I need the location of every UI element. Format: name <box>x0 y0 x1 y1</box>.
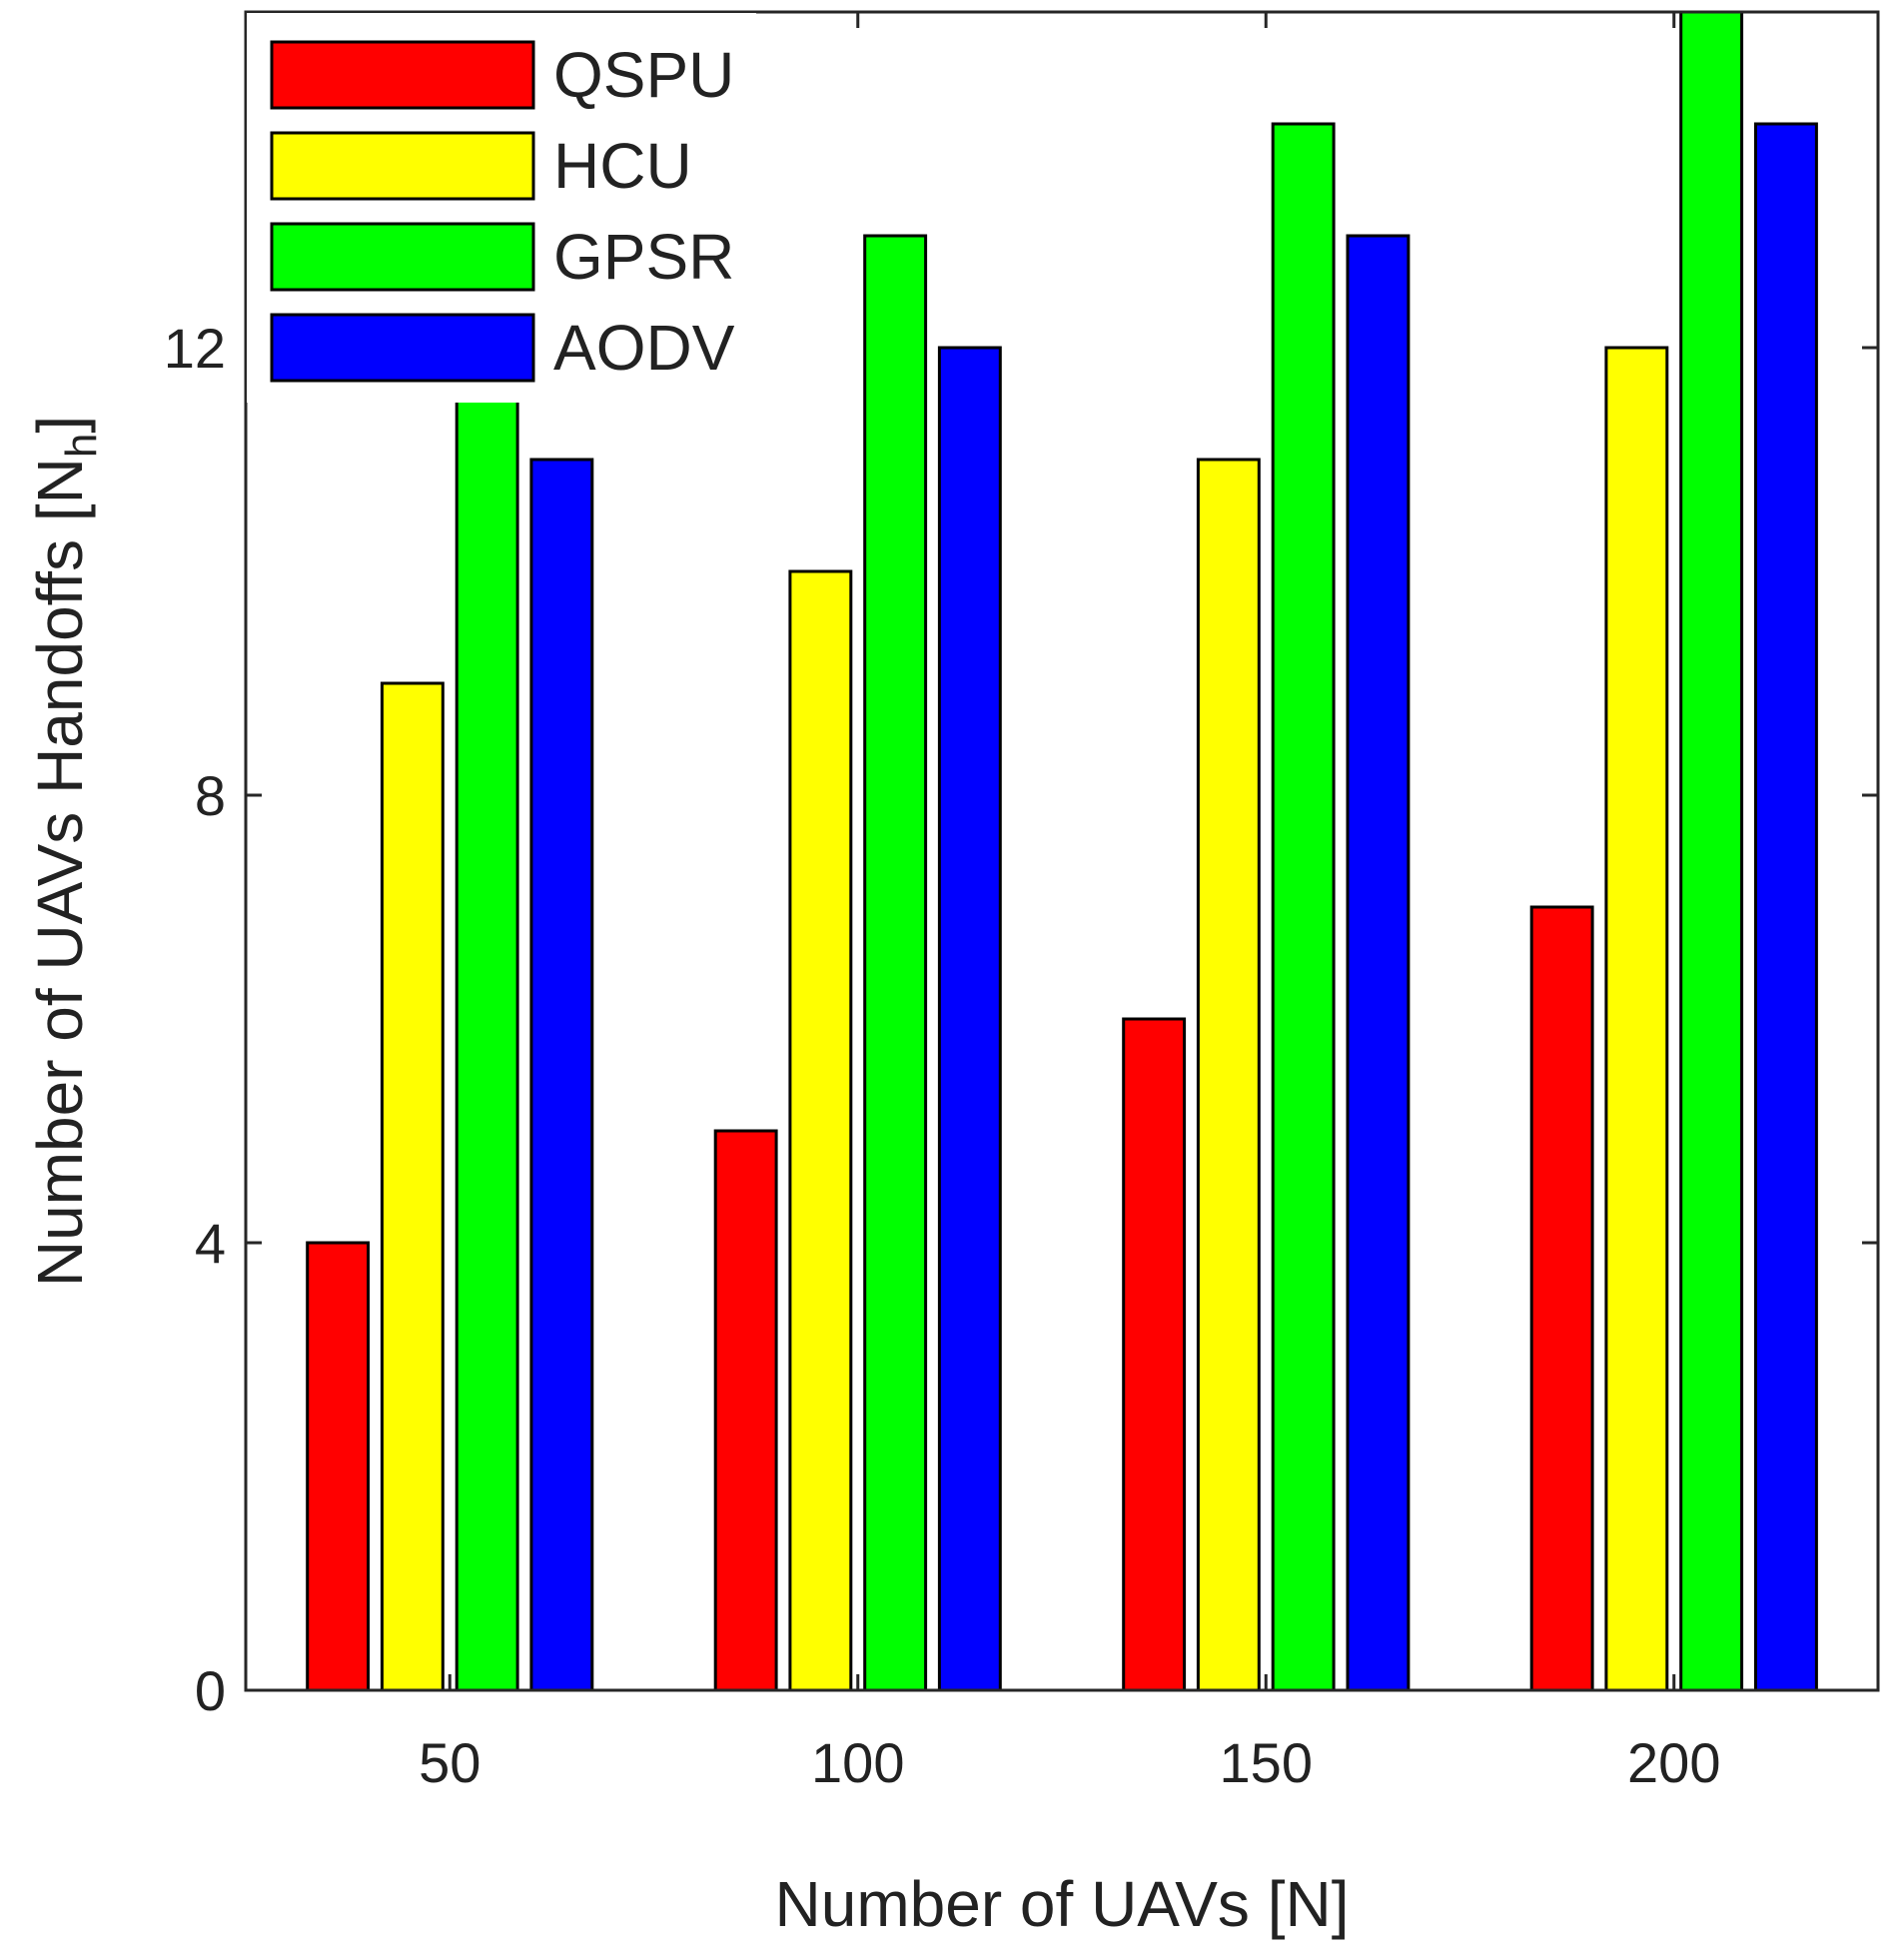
legend-label-gpsr: GPSR <box>553 221 734 293</box>
bar-qspu-200 <box>1529 905 1594 1692</box>
bar-gpsr-200 <box>1679 10 1744 1692</box>
bar-gpsr-100 <box>863 234 928 1692</box>
x-tick-label-150: 150 <box>1220 1731 1313 1794</box>
bar-hcu-200 <box>1604 346 1669 1692</box>
x-axis-title: Number of UAVs [N] <box>775 1868 1350 1940</box>
bar-hcu-100 <box>788 569 853 1692</box>
bar-gpsr-50 <box>455 346 519 1692</box>
bar-aodv-150 <box>1346 234 1411 1692</box>
legend-swatch-qspu <box>270 40 535 110</box>
plot-area-border <box>244 10 1880 1692</box>
legend-swatch-aodv <box>270 313 535 383</box>
y-axis-title-suffix: ] <box>24 416 96 434</box>
x-tick-label-100: 100 <box>811 1731 904 1794</box>
x-tick-label-50: 50 <box>419 1731 480 1794</box>
bar-aodv-100 <box>937 346 1002 1692</box>
bar-aodv-200 <box>1754 122 1818 1692</box>
y-tick-label-12: 12 <box>164 317 226 380</box>
bar-aodv-50 <box>529 458 594 1692</box>
bar-qspu-50 <box>306 1241 371 1692</box>
axes-layer: 0 4 8 12 50 100 150 200 <box>164 10 1880 1794</box>
y-axis-title: Number of UAVs Handoffs [Nh] <box>24 416 106 1287</box>
y-axis-title-main: Number of UAVs Handoffs [N <box>24 458 96 1287</box>
legend-swatch-hcu <box>270 131 535 201</box>
bar-hcu-150 <box>1196 458 1261 1692</box>
legend-label-qspu: QSPU <box>553 39 734 111</box>
y-axis-title-subscript: h <box>57 434 106 458</box>
bar-gpsr-150 <box>1271 122 1336 1692</box>
bar-qspu-150 <box>1122 1017 1187 1692</box>
legend-label-aodv: AODV <box>553 312 735 384</box>
y-tick-label-4: 4 <box>195 1212 226 1275</box>
y-tick-label-0: 0 <box>195 1659 226 1722</box>
legend-label-hcu: HCU <box>553 130 692 202</box>
legend-swatch-gpsr <box>270 222 535 292</box>
bar-qspu-100 <box>713 1129 778 1692</box>
legend: QSPU HCU GPSR AODV <box>247 13 756 403</box>
x-tick-label-200: 200 <box>1627 1731 1720 1794</box>
bar-hcu-50 <box>380 681 445 1692</box>
y-tick-label-8: 8 <box>195 764 226 827</box>
